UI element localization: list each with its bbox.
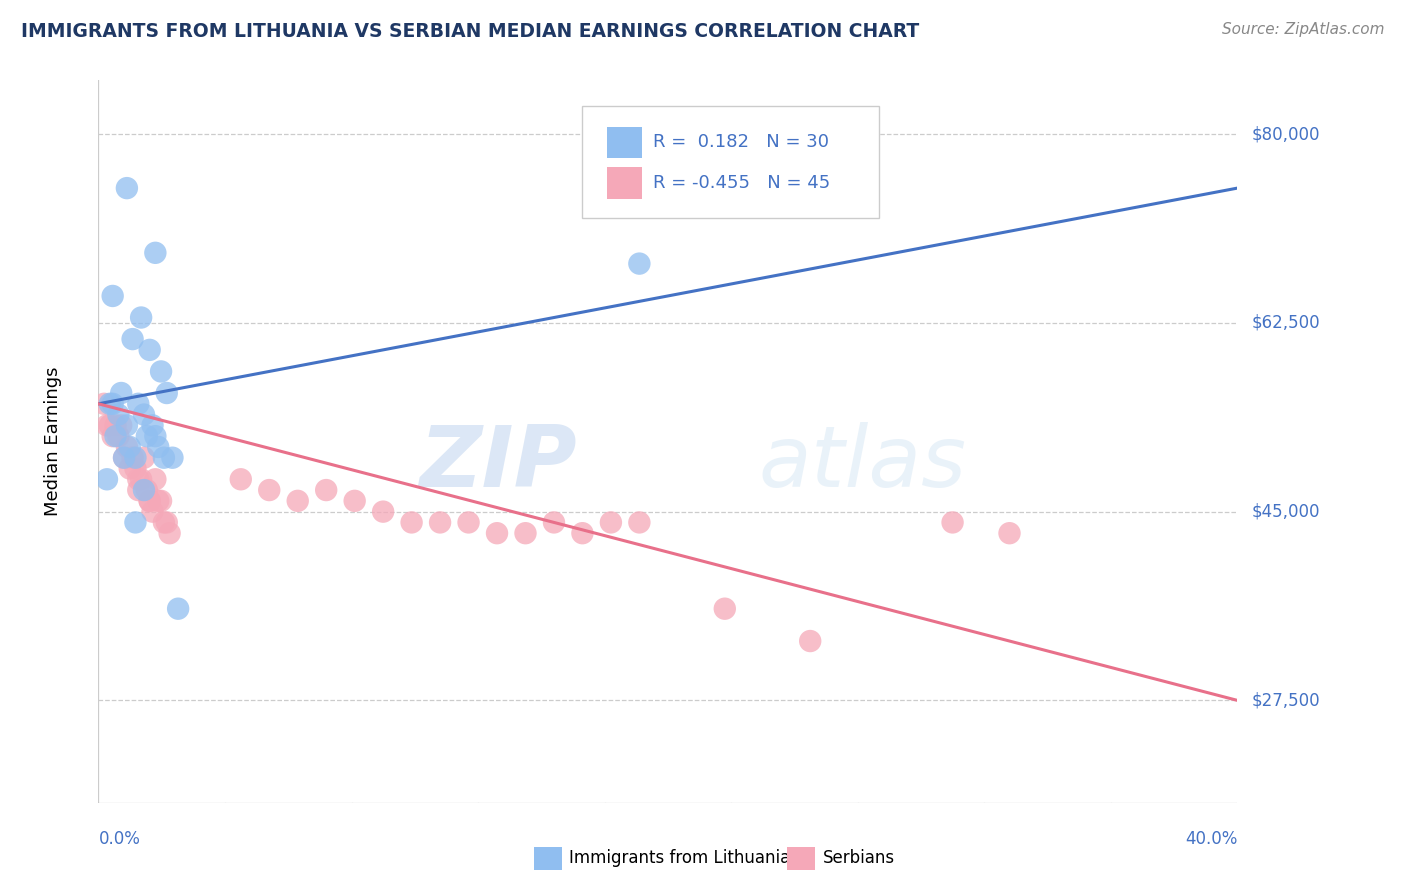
- Point: [132, 450, 155, 465]
- Point: [600, 516, 623, 530]
- Point: [98, 397, 121, 411]
- Point: [129, 310, 152, 325]
- Point: [153, 450, 176, 465]
- Text: Immigrants from Lithuania: Immigrants from Lithuania: [569, 849, 790, 867]
- Point: [515, 526, 537, 541]
- Text: Serbians: Serbians: [823, 849, 894, 867]
- Text: $45,000: $45,000: [1251, 502, 1320, 521]
- Point: [145, 472, 167, 486]
- Point: [96, 472, 118, 486]
- FancyBboxPatch shape: [607, 167, 641, 199]
- Point: [457, 516, 479, 530]
- Point: [148, 493, 170, 508]
- Text: 40.0%: 40.0%: [1185, 830, 1237, 847]
- Text: 0.0%: 0.0%: [98, 830, 141, 847]
- Point: [104, 429, 127, 443]
- Point: [543, 516, 565, 530]
- Point: [145, 429, 167, 443]
- Point: [96, 418, 118, 433]
- Text: $27,500: $27,500: [1251, 691, 1320, 709]
- Point: [110, 386, 132, 401]
- Point: [115, 181, 138, 195]
- Point: [343, 493, 366, 508]
- Point: [112, 450, 135, 465]
- Point: [628, 257, 651, 271]
- Point: [124, 450, 146, 465]
- Point: [486, 526, 509, 541]
- Point: [107, 408, 129, 422]
- Point: [287, 493, 309, 508]
- Text: ZIP: ZIP: [419, 422, 576, 505]
- Point: [159, 526, 181, 541]
- Point: [127, 483, 149, 497]
- Point: [571, 526, 593, 541]
- Point: [124, 516, 146, 530]
- Text: $80,000: $80,000: [1251, 125, 1320, 144]
- Point: [714, 601, 737, 615]
- Point: [942, 516, 965, 530]
- Point: [315, 483, 337, 497]
- Text: R =  0.182   N = 30: R = 0.182 N = 30: [652, 134, 830, 152]
- Point: [135, 429, 157, 443]
- Point: [101, 289, 124, 303]
- Point: [101, 397, 124, 411]
- Point: [101, 429, 124, 443]
- Point: [229, 472, 252, 486]
- Text: atlas: atlas: [759, 422, 967, 505]
- Point: [138, 493, 160, 508]
- Text: IMMIGRANTS FROM LITHUANIA VS SERBIAN MEDIAN EARNINGS CORRELATION CHART: IMMIGRANTS FROM LITHUANIA VS SERBIAN MED…: [21, 22, 920, 41]
- Point: [138, 493, 160, 508]
- Point: [153, 516, 176, 530]
- Point: [129, 472, 152, 486]
- Point: [121, 332, 143, 346]
- Point: [150, 364, 173, 378]
- Point: [115, 418, 138, 433]
- Point: [373, 505, 395, 519]
- Point: [145, 245, 167, 260]
- Point: [156, 516, 179, 530]
- Text: Median Earnings: Median Earnings: [44, 367, 62, 516]
- Text: R = -0.455   N = 45: R = -0.455 N = 45: [652, 174, 831, 192]
- Point: [150, 493, 173, 508]
- Point: [127, 472, 149, 486]
- Point: [104, 418, 127, 433]
- Point: [162, 450, 184, 465]
- Text: $62,500: $62,500: [1251, 314, 1320, 332]
- Text: Source: ZipAtlas.com: Source: ZipAtlas.com: [1222, 22, 1385, 37]
- Point: [998, 526, 1021, 541]
- Point: [93, 397, 115, 411]
- Point: [132, 408, 155, 422]
- Point: [98, 418, 121, 433]
- Point: [121, 450, 143, 465]
- Point: [127, 397, 149, 411]
- Point: [110, 418, 132, 433]
- Point: [138, 343, 160, 357]
- Point: [141, 418, 163, 433]
- Point: [112, 450, 135, 465]
- Point: [148, 440, 170, 454]
- Point: [141, 505, 163, 519]
- Point: [118, 440, 141, 454]
- Point: [135, 483, 157, 497]
- FancyBboxPatch shape: [582, 105, 879, 218]
- Point: [799, 634, 821, 648]
- Point: [628, 516, 651, 530]
- Point: [167, 601, 190, 615]
- Point: [124, 461, 146, 475]
- Point: [107, 429, 129, 443]
- Point: [132, 483, 155, 497]
- Point: [156, 386, 179, 401]
- Point: [401, 516, 423, 530]
- Point: [118, 461, 141, 475]
- Point: [259, 483, 281, 497]
- FancyBboxPatch shape: [607, 127, 641, 158]
- Point: [429, 516, 451, 530]
- Point: [115, 440, 138, 454]
